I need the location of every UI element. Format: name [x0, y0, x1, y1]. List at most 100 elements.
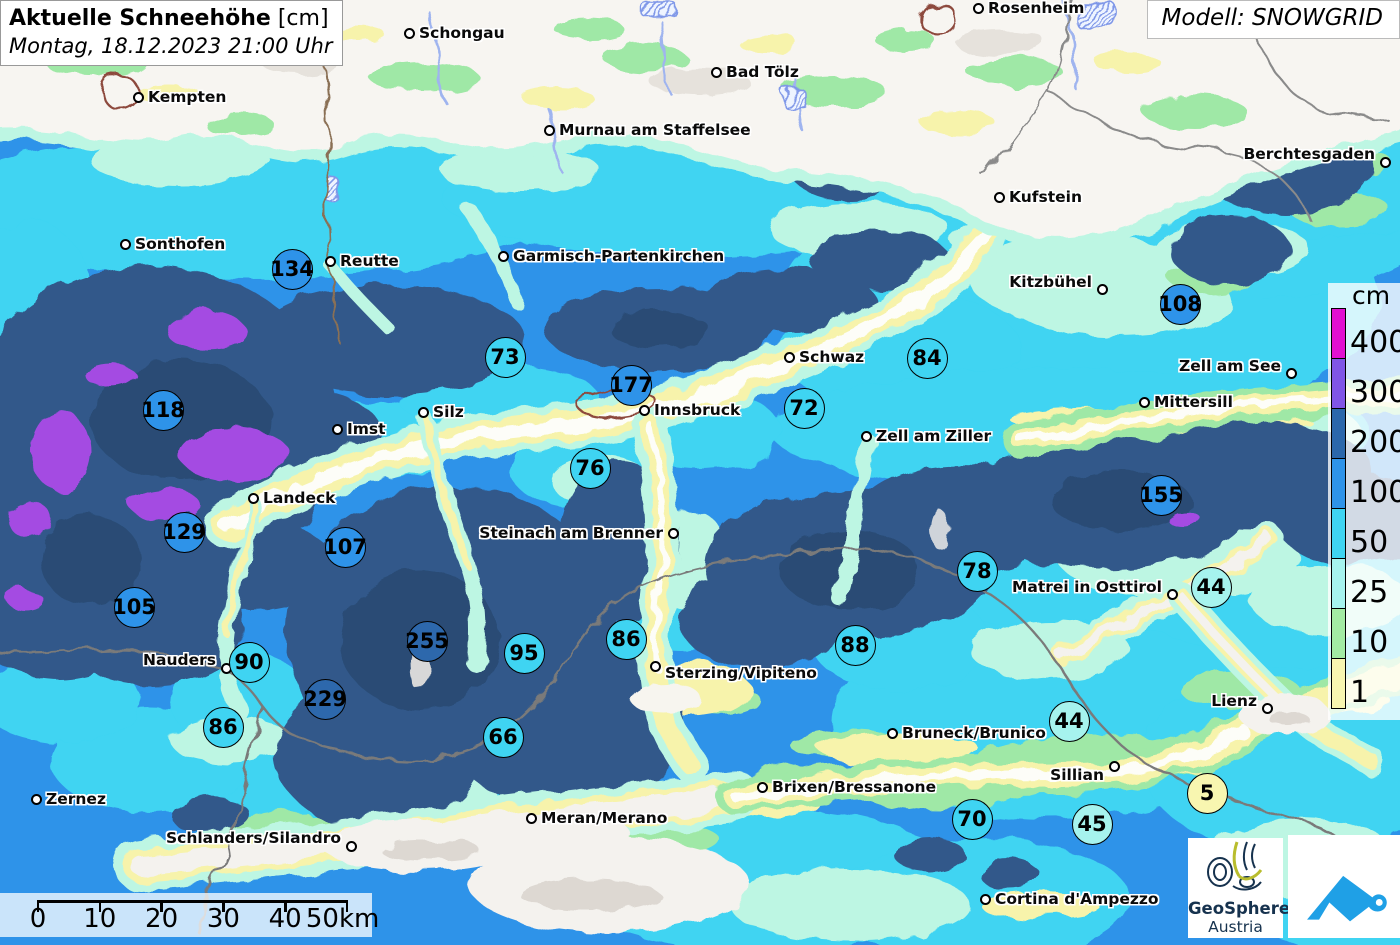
city-dot — [1166, 588, 1178, 600]
legend-swatch-400 — [1331, 308, 1346, 359]
city-label: Berchtesgaden — [1243, 145, 1375, 163]
legend-band-label: 1 — [1350, 675, 1370, 710]
city-label: Imst — [347, 420, 386, 438]
city-dot — [345, 840, 357, 852]
scale-tick-label: 10 — [83, 904, 117, 934]
station-badge: 86 — [605, 618, 647, 660]
legend-band-label: 100 — [1350, 475, 1400, 510]
city-dot — [886, 727, 898, 739]
page-subtitle: Montag, 18.12.2023 21:00 Uhr — [9, 33, 333, 58]
station-badge: 118 — [141, 389, 185, 431]
city-dot — [1379, 156, 1391, 168]
city-label: Kufstein — [1009, 188, 1083, 206]
city-dot — [993, 191, 1005, 203]
legend-swatch-1 — [1331, 658, 1346, 709]
scale-tick — [284, 900, 287, 912]
city-label: Murnau am Staffelsee — [559, 121, 751, 139]
city-label: Kempten — [148, 88, 227, 106]
station-badge: 129 — [162, 511, 206, 553]
station-badge: 44 — [1048, 700, 1090, 742]
scale-tick-label: 0 — [29, 904, 47, 934]
city-dot — [783, 351, 795, 363]
city-label: Kitzbühel — [1009, 273, 1092, 291]
city-dot — [132, 91, 144, 103]
city-label: Landeck — [263, 489, 336, 507]
station-badge: 70 — [951, 798, 993, 840]
legend-swatch-300 — [1331, 358, 1346, 409]
station-badge: 73 — [484, 336, 526, 378]
city-dot — [667, 527, 679, 539]
city-dot — [1138, 396, 1150, 408]
title-box: Aktuelle Schneehöhe [cm] Montag, 18.12.2… — [0, 0, 344, 66]
station-badge: 108 — [1158, 283, 1202, 325]
legend-band-label: 400 — [1350, 325, 1400, 360]
city-dot — [1108, 760, 1120, 772]
legend-band-label: 25 — [1350, 575, 1389, 610]
city-label: Zell am Ziller — [876, 427, 992, 445]
station-badge: 90 — [228, 641, 270, 683]
geosphere-country: Austria — [1208, 918, 1263, 936]
station-badge: 76 — [569, 447, 611, 489]
station-badge: 72 — [783, 387, 825, 429]
scale-tick — [160, 900, 163, 912]
city-label: Rosenheim — [988, 0, 1085, 17]
legend: cm 400 300 200 100 50 25 10 1 — [1328, 281, 1400, 720]
page-title-unit: [cm] — [270, 6, 329, 31]
city-dot — [119, 238, 131, 250]
city-label: Zell am See — [1179, 357, 1281, 375]
city-dot — [324, 255, 336, 267]
station-badge: 105 — [112, 586, 156, 628]
city-label: Schwaz — [799, 348, 865, 366]
city-dot — [30, 793, 42, 805]
scale-tick — [345, 900, 349, 912]
city-dot — [710, 66, 722, 78]
station-badge: 88 — [834, 624, 876, 666]
station-badge: 44 — [1190, 566, 1232, 608]
station-badge: 86 — [202, 706, 244, 748]
model-label: Modell: SNOWGRID — [1146, 0, 1400, 39]
scale-tick-label: 30 — [206, 904, 240, 934]
city-dot — [1261, 702, 1273, 714]
legend-band-label: 10 — [1350, 625, 1389, 660]
city-label: Sterzing/Vipiteno — [665, 664, 817, 682]
station-badge: 177 — [609, 364, 653, 406]
page-title-text: Aktuelle Schneehöhe — [9, 6, 271, 31]
city-label: Matrei in Osttirol — [1011, 578, 1162, 596]
station-badge: 95 — [503, 632, 545, 674]
scale-tick — [222, 900, 225, 912]
legend-swatch-100 — [1331, 458, 1346, 509]
city-dot — [1285, 367, 1297, 379]
station-badge: 84 — [906, 337, 948, 379]
scale-tick — [98, 900, 102, 912]
city-label: Cortina d'Ampezzo — [995, 890, 1159, 908]
legend-band-label: 300 — [1350, 375, 1400, 410]
city-label: Sonthofen — [135, 235, 226, 253]
city-dot — [417, 406, 429, 418]
city-dot — [860, 430, 872, 442]
legend-band-label: 50 — [1350, 525, 1389, 560]
station-badge: 66 — [482, 716, 524, 758]
city-dot — [331, 423, 343, 435]
station-badge: 134 — [270, 248, 314, 290]
city-label: Brixen/Bressanone — [772, 778, 937, 796]
city-label: Schongau — [419, 24, 505, 42]
city-dot — [403, 27, 415, 39]
station-badge: 255 — [405, 620, 449, 662]
station-badge: 155 — [1139, 474, 1183, 516]
station-badge: 45 — [1071, 803, 1113, 845]
city-dot — [497, 250, 509, 262]
legend-band-label: 200 — [1350, 425, 1400, 460]
geosphere-contours-icon — [1206, 841, 1262, 891]
city-label: Schlanders/Silandro — [165, 829, 341, 847]
city-dot — [638, 404, 650, 416]
legend-swatch-10 — [1331, 608, 1346, 659]
city-dot — [979, 893, 991, 905]
station-badge: 78 — [956, 550, 998, 592]
city-dot — [247, 492, 259, 504]
legend-swatch-50 — [1331, 508, 1346, 559]
city-dot — [972, 2, 984, 14]
city-dot — [649, 660, 661, 672]
tirol-roof-icon — [1307, 875, 1387, 921]
